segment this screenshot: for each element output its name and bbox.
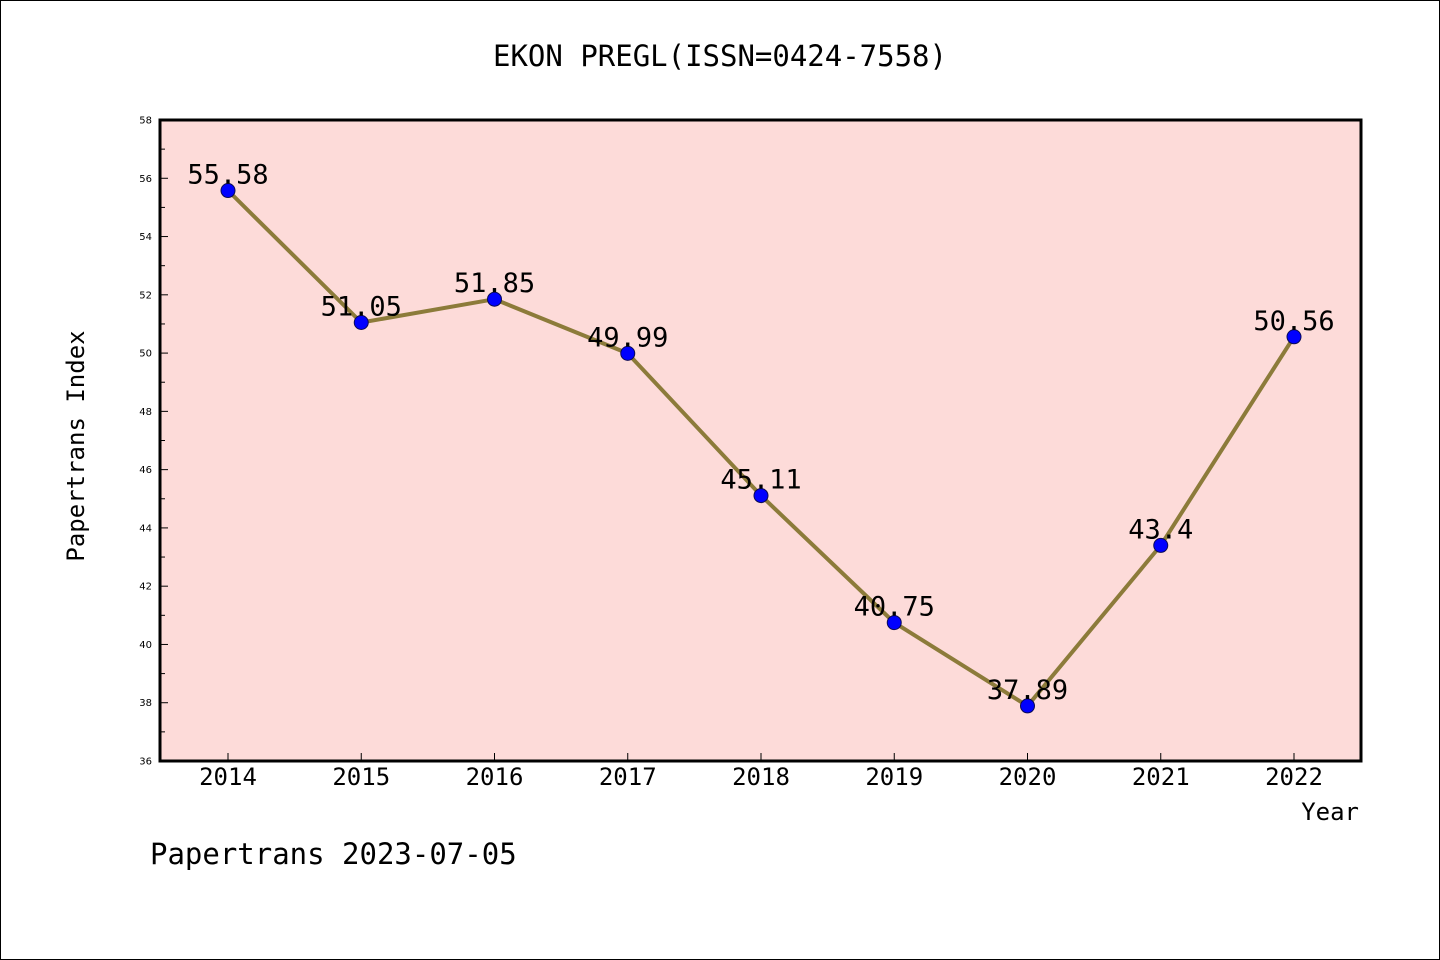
x-tick-label: 2022 bbox=[1265, 763, 1323, 791]
data-point bbox=[1286, 329, 1302, 345]
data-label: 51.85 bbox=[454, 268, 535, 299]
series-markers bbox=[220, 183, 1302, 714]
x-axis: 2014 2015 2016 2017 2018 2019 2020 2021 2022 bbox=[199, 753, 1323, 791]
y-tick-label: 54 bbox=[139, 232, 152, 243]
data-label: 45.11 bbox=[720, 465, 801, 496]
data-point bbox=[886, 615, 902, 631]
x-tick-label: 2016 bbox=[466, 763, 524, 791]
x-axis-label: Year bbox=[1301, 798, 1359, 826]
plot-area bbox=[160, 120, 1361, 761]
y-tick-label: 36 bbox=[139, 757, 152, 768]
data-point bbox=[220, 183, 236, 199]
x-tick-label: 2018 bbox=[732, 763, 790, 791]
x-tick-label: 2014 bbox=[199, 763, 257, 791]
y-tick-label: 48 bbox=[139, 407, 152, 418]
data-label: 51.05 bbox=[321, 291, 402, 322]
x-tick-label: 2021 bbox=[1132, 763, 1190, 791]
data-point bbox=[353, 314, 369, 330]
chart-title: EKON PREGL(ISSN=0424-7558) bbox=[493, 39, 947, 73]
y-tick-label: 56 bbox=[139, 174, 152, 185]
data-labels: 55.58 51.05 51.85 49.99 45.11 40.75 37.89 43.4 5… bbox=[187, 160, 1334, 706]
data-label: 55.58 bbox=[187, 160, 268, 191]
plot-border bbox=[158, 118, 1363, 763]
data-label: 43.4 bbox=[1128, 514, 1193, 545]
y-tick-label: 52 bbox=[139, 290, 152, 301]
data-label: 40.75 bbox=[854, 592, 935, 623]
data-label: 50.56 bbox=[1253, 306, 1334, 337]
y-tick-label: 44 bbox=[139, 523, 152, 534]
y-axis: 36 38 40 42 44 46 48 50 52 54 56 58 bbox=[139, 116, 168, 768]
x-tick-label: 2015 bbox=[332, 763, 390, 791]
x-tick-label: 2019 bbox=[865, 763, 923, 791]
data-point bbox=[1020, 698, 1035, 714]
data-point bbox=[753, 488, 769, 504]
x-tick-label: 2020 bbox=[999, 763, 1057, 791]
y-axis-label: Papertrans Index bbox=[62, 330, 90, 561]
data-point bbox=[487, 291, 502, 307]
data-point bbox=[1153, 537, 1169, 553]
y-tick-label: 58 bbox=[139, 116, 152, 127]
y-tick-label: 40 bbox=[139, 640, 152, 651]
y-tick-label: 42 bbox=[139, 582, 152, 593]
data-label: 37.89 bbox=[987, 675, 1068, 706]
footer-date: Papertrans 2023-07-05 bbox=[150, 837, 517, 871]
data-label: 49.99 bbox=[587, 322, 668, 353]
data-point bbox=[620, 345, 636, 361]
y-tick-label: 50 bbox=[139, 349, 152, 360]
y-tick-label: 46 bbox=[139, 465, 152, 476]
x-tick-label: 2017 bbox=[599, 763, 657, 791]
y-tick-label: 38 bbox=[139, 698, 152, 709]
